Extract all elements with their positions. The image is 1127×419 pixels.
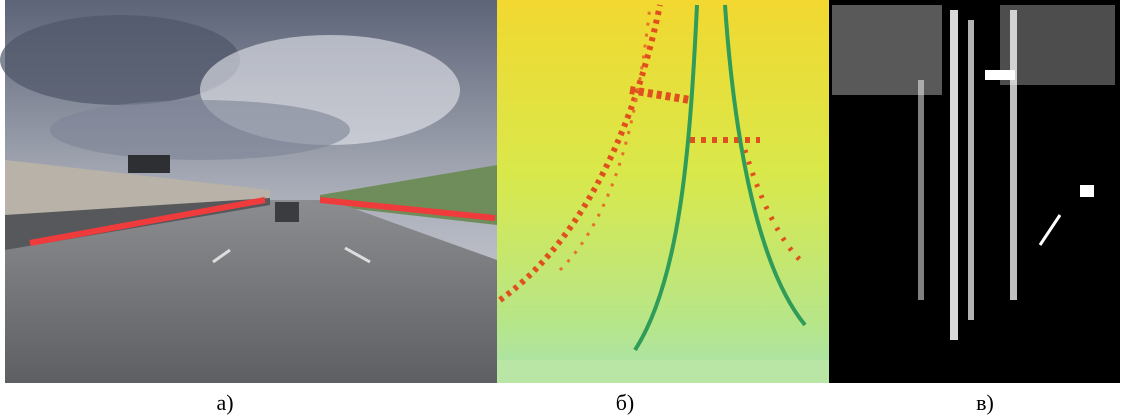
figure: а) б) в): [0, 0, 1127, 419]
panel-b-image: [497, 0, 829, 383]
panel-label: б): [616, 390, 635, 415]
panel-a-image: [0, 0, 497, 383]
panel-label: а): [216, 390, 233, 415]
panel-c-image: [829, 0, 1120, 383]
panel-label: в): [976, 390, 994, 415]
page: а) б) в) (() => { const data = JSON.pars…: [0, 0, 1127, 419]
